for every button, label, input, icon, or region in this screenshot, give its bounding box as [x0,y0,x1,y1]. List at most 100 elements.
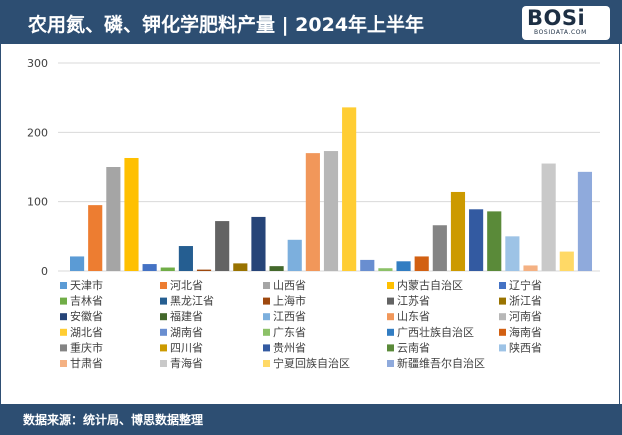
bar [378,268,393,271]
legend-swatch [387,297,394,305]
legend-swatch [387,313,394,321]
legend-swatch [60,344,67,352]
bars [70,107,593,271]
legend-label: 黑龙江省 [170,295,214,308]
bar [88,205,103,271]
legend-swatch [499,297,506,305]
legend-label: 内蒙古自治区 [397,278,463,292]
y-tick-label: 300 [27,57,48,70]
legend-label: 河北省 [170,279,203,292]
bar [360,259,375,271]
legend-label: 上海市 [273,294,306,308]
legend-label: 湖南省 [170,326,203,339]
legend-label: 辽宁省 [509,278,542,292]
legend-label: 云南省 [397,341,430,354]
legend-swatch [60,360,67,367]
legend-swatch [60,328,67,336]
legend-label: 贵州省 [273,341,306,354]
bar [269,266,284,271]
legend-swatch [263,282,270,289]
legend-swatch [499,344,506,352]
legend-label: 重庆市 [70,340,103,354]
data-source: 数据来源：统计局、博思数据整理 [23,413,204,427]
bar [251,216,266,271]
legend-swatch [263,360,270,367]
legend-label: 吉林省 [70,294,103,308]
footer-bar: 数据来源：统计局、博思数据整理 [0,404,622,435]
legend-label: 陕西省 [509,340,542,354]
legend-swatch [387,282,394,289]
legend-swatch [160,282,167,289]
legend-swatch [60,297,67,305]
legend-swatch [160,313,167,321]
bar [178,246,193,271]
legend-swatch [387,344,394,352]
bar [342,107,357,271]
legend-swatch [263,328,270,336]
legend-label: 广西壮族自治区 [397,325,474,339]
legend-swatch [160,344,167,352]
legend-swatch [160,328,167,336]
bar [487,211,502,271]
legend-label: 广东省 [273,326,306,339]
legend-label: 海南省 [509,325,542,339]
legend-label: 安徽省 [70,309,103,323]
legend-swatch [60,282,67,289]
legend-label: 江西省 [273,310,306,323]
legend-swatch [263,344,270,352]
logo-subtext: BOSIDATA.COM [534,29,587,36]
legend-label: 甘肃省 [70,357,103,370]
legend-label: 福建省 [170,309,203,323]
header-bar: 农用氮、磷、钾化学肥料产量 | 2024年上半年 BOSi BOSIDATA.C… [0,0,622,44]
y-tick-label: 100 [27,196,48,209]
legend-swatch [499,313,506,321]
legend-swatch [499,328,506,336]
bar [396,261,411,271]
logo-text: BOSi [527,6,586,30]
chart-title: 农用氮、磷、钾化学肥料产量 | 2024年上半年 [28,14,425,36]
bar-chart: 0100200300 天津市 河北省 山西省 内蒙古自治区 辽宁省吉林省 黑龙江省 上海市江… [27,57,600,370]
bar [541,163,556,271]
legend-label: 新疆维吾尔自治区 [397,356,485,370]
legend-label: 山西省 [273,279,306,292]
y-tick-label: 200 [27,126,48,139]
legend-swatch [263,313,270,321]
legend-label: 江苏省 [397,295,430,308]
legend-swatch [387,360,394,367]
legend-label: 青海省 [170,356,203,370]
bar [469,209,484,271]
bar [233,263,248,271]
bar [142,264,157,271]
bar [215,221,230,271]
legend-label: 湖北省 [70,326,103,339]
bar [577,171,593,271]
legend-label: 山东省 [397,310,430,323]
legend-swatch [387,328,394,336]
bar [432,225,447,271]
y-tick-label: 0 [41,265,48,278]
legend-label: 四川省 [170,341,203,354]
legend-swatch [499,282,506,289]
bar [160,267,175,271]
legend-label: 河南省 [509,310,542,323]
legend-swatch [263,297,270,305]
bar [559,251,574,271]
bar [450,191,466,271]
legend-label: 浙江省 [509,295,542,308]
bar [414,256,429,271]
bar [523,265,538,271]
y-axis: 0 100 200 300 [27,57,48,278]
legend-swatch [160,297,167,305]
legend-swatch [160,360,167,367]
bar [124,157,139,271]
legend-label: 天津市 [70,278,103,292]
bar [323,151,339,271]
bar [305,153,320,271]
bar [70,256,85,271]
brand-logo: BOSi BOSIDATA.COM [522,6,610,40]
bar [287,239,302,271]
legend-swatch [60,313,67,321]
legend-label: 宁夏回族自治区 [273,356,350,370]
bar [505,236,520,271]
